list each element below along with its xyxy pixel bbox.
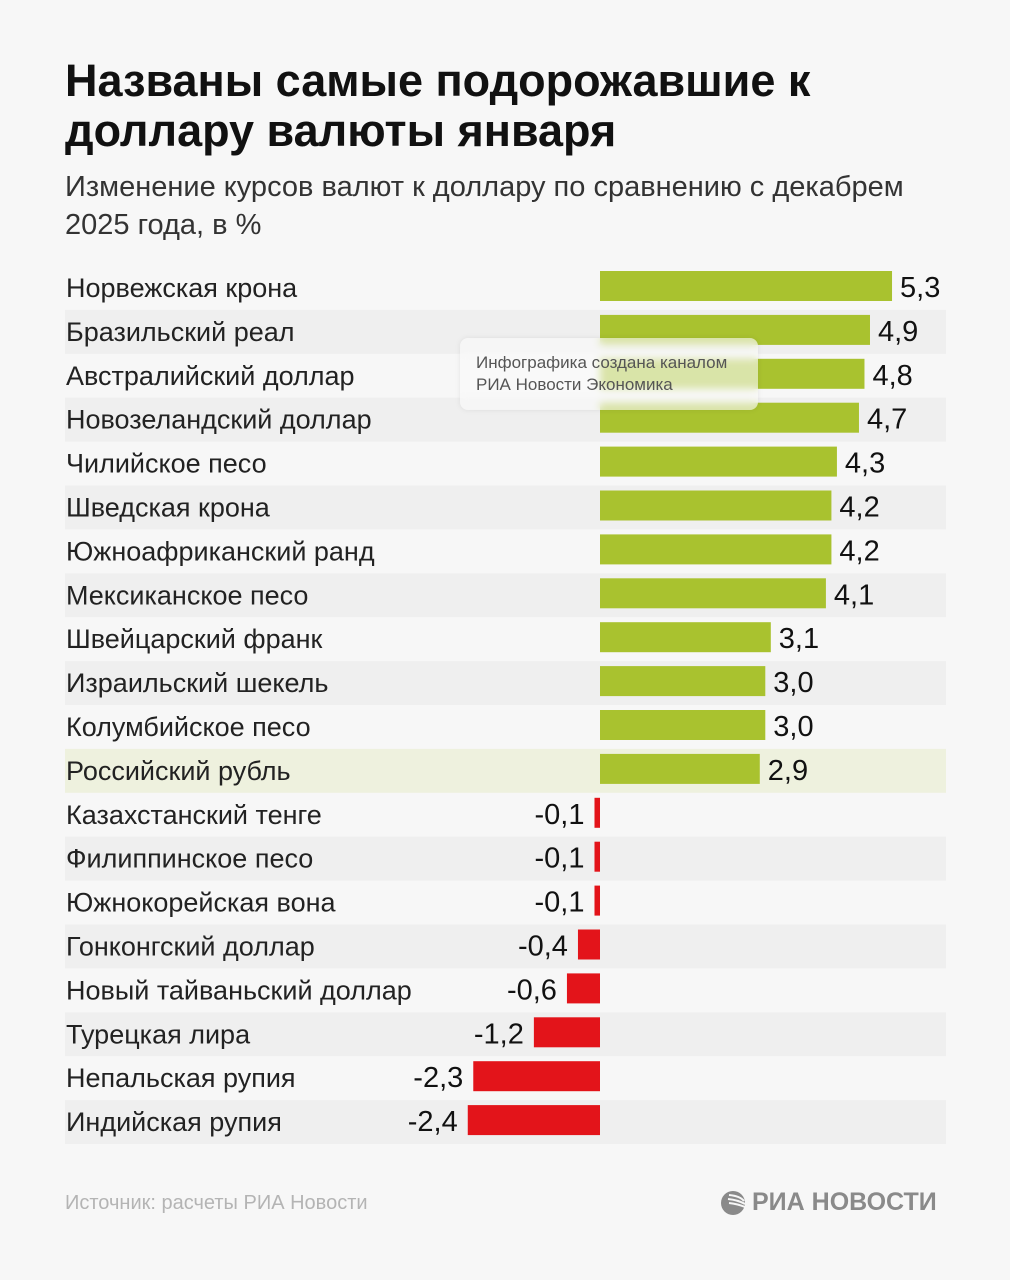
category-label: Шведская крона bbox=[66, 493, 271, 523]
row-background bbox=[65, 836, 946, 881]
category-label: Колумбийское песо bbox=[66, 712, 311, 742]
chart-title: Названы самые подорожавшие к доллару вал… bbox=[65, 55, 811, 156]
data-label: -0,1 bbox=[535, 799, 585, 831]
category-label: Израильский шекель bbox=[66, 668, 328, 698]
data-label: 4,7 bbox=[867, 404, 907, 436]
data-label: 4,1 bbox=[834, 579, 874, 611]
data-label: -1,2 bbox=[474, 1018, 524, 1050]
bar bbox=[594, 797, 600, 828]
category-label: Индийская рупия bbox=[66, 1107, 282, 1137]
bar bbox=[600, 666, 766, 697]
category-label: Южноафриканский ранд bbox=[66, 536, 375, 566]
category-label: Чилийское песо bbox=[66, 449, 267, 479]
row-background bbox=[65, 1012, 946, 1057]
data-label: 5,3 bbox=[900, 272, 940, 304]
data-label: 4,8 bbox=[872, 360, 912, 392]
data-label: 3,1 bbox=[779, 623, 819, 655]
watermark: Инфографика создана каналом РИА Новости … bbox=[460, 338, 758, 410]
ria-logo: РИА НОВОСТИ bbox=[720, 1188, 937, 1217]
category-label: Южнокорейская вона bbox=[66, 888, 337, 918]
row-background bbox=[65, 748, 946, 793]
bar bbox=[600, 271, 893, 301]
bar bbox=[473, 1061, 600, 1092]
data-label: -0,1 bbox=[535, 843, 585, 875]
data-label: 3,0 bbox=[773, 711, 813, 743]
bar bbox=[594, 885, 600, 916]
bar bbox=[600, 622, 771, 653]
bar bbox=[600, 578, 826, 609]
data-label: 4,2 bbox=[839, 535, 879, 567]
data-label: -0,1 bbox=[535, 887, 585, 919]
category-label: Казахстанский тенге bbox=[66, 800, 322, 830]
category-label: Непальская рупия bbox=[66, 1063, 296, 1093]
row-background bbox=[65, 924, 946, 969]
data-label: 4,9 bbox=[878, 316, 918, 348]
bar bbox=[600, 446, 837, 477]
logo-text: РИА НОВОСТИ bbox=[752, 1188, 937, 1216]
data-label: -2,4 bbox=[408, 1106, 458, 1138]
row-background bbox=[65, 661, 946, 705]
bar bbox=[600, 490, 832, 521]
bar bbox=[533, 1017, 600, 1048]
category-label: Российский рубль bbox=[66, 756, 291, 786]
category-label: Гонконгский доллар bbox=[66, 932, 315, 962]
bar bbox=[600, 710, 766, 740]
bar bbox=[600, 534, 832, 565]
data-label: -2,3 bbox=[413, 1062, 463, 1094]
chart-subtitle: Изменение курсов валют к доллару по срав… bbox=[65, 171, 904, 241]
category-label: Турецкая лира bbox=[66, 1019, 251, 1049]
category-label: Австралийский доллар bbox=[66, 361, 355, 391]
data-label: -0,6 bbox=[507, 974, 557, 1006]
bar bbox=[577, 929, 600, 960]
category-label: Мексиканское песо bbox=[66, 580, 308, 610]
bar bbox=[594, 841, 600, 872]
category-label: Бразильский реал bbox=[66, 317, 295, 347]
category-label: Швейцарский франк bbox=[66, 624, 323, 654]
data-label: 4,3 bbox=[845, 448, 885, 480]
bar bbox=[566, 973, 600, 1004]
category-label: Филиппинское песо bbox=[66, 844, 313, 874]
data-label: -0,4 bbox=[518, 931, 568, 963]
globe-icon bbox=[721, 1190, 746, 1215]
data-label: 3,0 bbox=[773, 667, 813, 699]
category-label: Новый тайваньский доллар bbox=[66, 975, 412, 1005]
data-label: 4,2 bbox=[839, 492, 879, 524]
category-label: Новозеландский доллар bbox=[66, 405, 372, 435]
source-note: Источник: расчеты РИА Новости bbox=[65, 1192, 368, 1214]
bar bbox=[600, 753, 760, 784]
category-label: Норвежская крона bbox=[66, 273, 298, 303]
data-label: 2,9 bbox=[768, 755, 808, 787]
bar bbox=[467, 1105, 600, 1136]
